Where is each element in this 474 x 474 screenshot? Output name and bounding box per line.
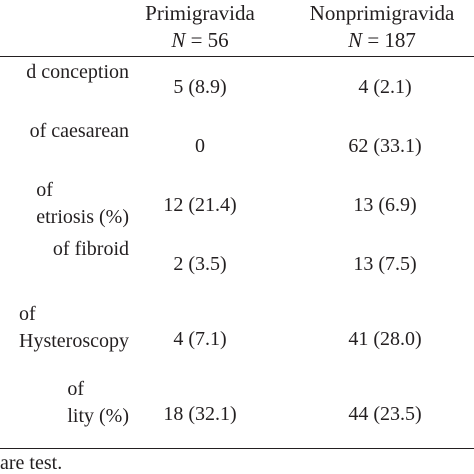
- row-label-line: of caesarean: [29, 120, 129, 142]
- n-symbol: N: [171, 28, 186, 52]
- row-label-line: Hysteroscopy: [19, 330, 129, 352]
- sample-size-primigravida: N = 56: [130, 27, 270, 54]
- cell-nonprimigravida: 62 (33.1): [348, 135, 422, 157]
- cell-primigravida: 12 (21.4): [163, 194, 237, 216]
- n-symbol: N: [348, 28, 363, 52]
- row-label-line: of: [19, 303, 36, 325]
- column-header-nonprimigravida: Nonprimigravida N = 187: [290, 0, 474, 54]
- cell-primigravida: 5 (8.9): [173, 76, 227, 98]
- row-label-line: of fibroid: [52, 238, 129, 260]
- cell-primigravida: 0: [195, 135, 205, 157]
- row-label: of caesarean: [30, 118, 129, 145]
- row-label-line: d conception: [26, 61, 129, 83]
- row-label-line: lity (%): [67, 405, 129, 427]
- cell-nonprimigravida: 4 (2.1): [358, 76, 412, 98]
- sample-size-nonprimigravida: N = 187: [290, 27, 474, 54]
- column-header-primigravida: Primigravida N = 56: [130, 0, 270, 54]
- header-rule: [0, 56, 474, 57]
- row-label: d conception: [26, 59, 129, 86]
- column-title-nonprimigravida: Nonprimigravida: [309, 1, 455, 25]
- row-label: of Hysteroscopy: [19, 301, 129, 355]
- cell-primigravida: 4 (7.1): [173, 328, 227, 350]
- row-label-line: of: [67, 378, 85, 400]
- cell-primigravida: 2 (3.5): [173, 253, 227, 275]
- row-label-line: of: [36, 179, 53, 201]
- bottom-rule: [0, 448, 474, 449]
- cell-nonprimigravida: 13 (7.5): [353, 253, 417, 275]
- row-label: of etriosis (%): [36, 177, 129, 231]
- n-value: = 187: [362, 28, 416, 52]
- column-title-primigravida: Primigravida: [145, 1, 255, 25]
- row-label-line: etriosis (%): [36, 206, 129, 228]
- cell-nonprimigravida: 44 (23.5): [348, 403, 422, 425]
- table-footnote: are test.: [0, 452, 63, 474]
- cell-nonprimigravida: 41 (28.0): [348, 328, 422, 350]
- n-value: = 56: [185, 28, 229, 52]
- row-label: of lity (%): [67, 376, 129, 430]
- row-label: of fibroid: [53, 236, 129, 263]
- cell-primigravida: 18 (32.1): [163, 403, 237, 425]
- cell-nonprimigravida: 13 (6.9): [353, 194, 417, 216]
